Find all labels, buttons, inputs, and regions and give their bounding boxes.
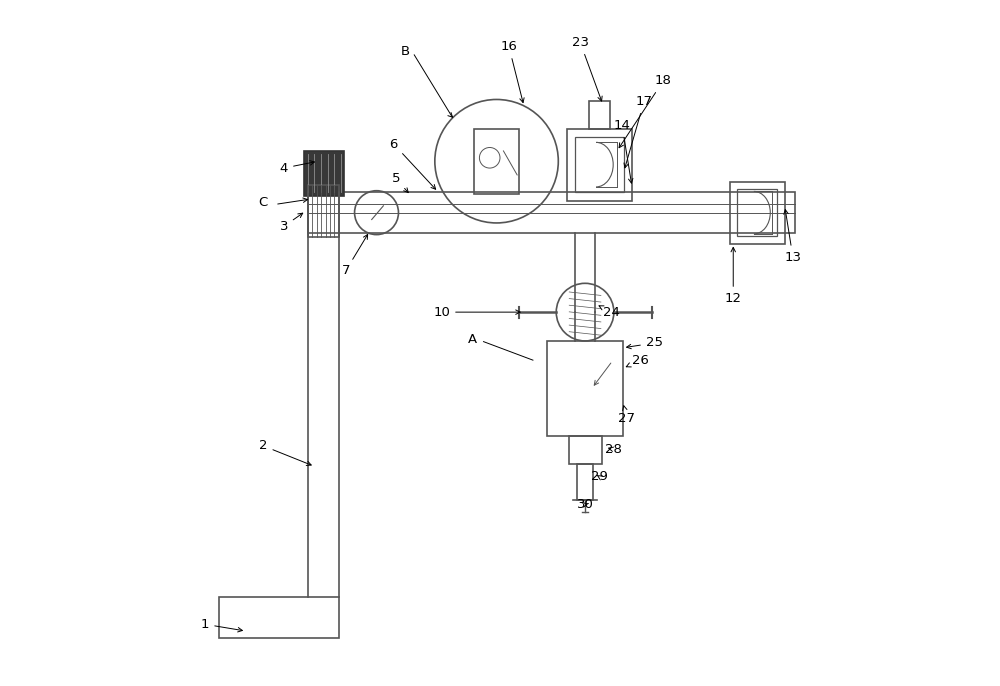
Text: 12: 12 <box>725 248 742 305</box>
Text: 1: 1 <box>201 618 242 632</box>
Text: 7: 7 <box>341 235 368 277</box>
Text: 17: 17 <box>624 95 653 168</box>
Bar <box>547 341 623 436</box>
Text: 30: 30 <box>577 498 594 510</box>
Text: 13: 13 <box>784 210 801 263</box>
Bar <box>474 129 519 193</box>
Bar <box>567 129 632 200</box>
Bar <box>308 192 795 233</box>
Text: 4: 4 <box>280 161 314 174</box>
Bar <box>308 185 339 237</box>
Bar <box>575 137 624 192</box>
Text: C: C <box>259 196 268 209</box>
Text: 23: 23 <box>572 36 602 101</box>
Text: 18: 18 <box>619 75 672 147</box>
Bar <box>730 182 785 244</box>
Text: 29: 29 <box>591 471 608 483</box>
Text: 6: 6 <box>389 138 436 189</box>
Bar <box>577 464 593 500</box>
Bar <box>569 436 602 464</box>
Text: 26: 26 <box>626 354 649 367</box>
Text: 2: 2 <box>259 440 311 466</box>
Text: A: A <box>468 333 477 346</box>
Bar <box>737 189 777 236</box>
Text: 24: 24 <box>599 306 620 318</box>
Text: 3: 3 <box>280 213 303 233</box>
Text: 28: 28 <box>605 443 622 456</box>
Bar <box>304 151 344 196</box>
Text: 5: 5 <box>391 172 408 193</box>
Text: 25: 25 <box>627 337 663 349</box>
Bar <box>219 597 339 638</box>
Bar <box>589 101 610 129</box>
Text: 16: 16 <box>500 40 524 103</box>
Text: 27: 27 <box>618 405 635 425</box>
Text: 10: 10 <box>433 306 520 318</box>
Text: 14: 14 <box>614 119 633 183</box>
Text: B: B <box>401 45 410 58</box>
